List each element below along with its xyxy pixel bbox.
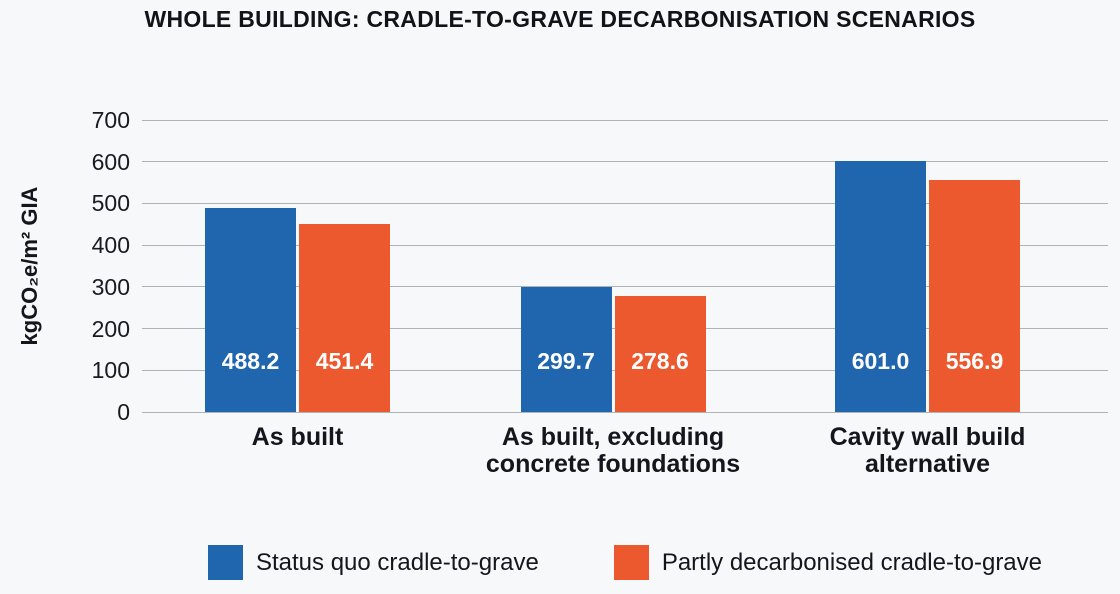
bar-value-label: 278.6 bbox=[631, 348, 689, 374]
category-label: As built, excluding concrete foundations bbox=[485, 423, 741, 478]
bar-value-label: 488.2 bbox=[221, 348, 280, 374]
legend-swatch bbox=[613, 545, 649, 580]
bar-series2-group1: 451.4 bbox=[299, 223, 390, 412]
legend-item: Status quo cradle-to-grave bbox=[207, 545, 539, 580]
legend-label: Status quo cradle-to-grave bbox=[255, 548, 539, 576]
bar-value-label: 299.7 bbox=[537, 348, 595, 374]
gridline bbox=[142, 286, 1108, 288]
y-tick-label: 100 bbox=[91, 357, 130, 384]
category-label: As built bbox=[251, 423, 344, 451]
y-tick-label: 0 bbox=[117, 399, 130, 425]
y-tick-label: 500 bbox=[91, 190, 130, 217]
bar-series2-group3: 556.9 bbox=[929, 179, 1020, 412]
chart-title: WHOLE BUILDING: CRADLE-TO-GRAVE DECARBON… bbox=[144, 6, 976, 32]
gridline bbox=[142, 411, 1108, 413]
plot-area: 0 100 200 300 400 500 600 700 488.2 451.4 As built… bbox=[92, 107, 1108, 478]
bar-series1-group3: 601.0 bbox=[835, 161, 926, 412]
bar-series1-group1: 488.2 bbox=[205, 208, 296, 412]
bar-series1-group2: 299.7 bbox=[520, 286, 612, 412]
y-tick-label: 200 bbox=[91, 315, 130, 342]
legend: Status quo cradle-to-grave Partly decarbo… bbox=[142, 545, 1108, 580]
gridline bbox=[142, 119, 1108, 121]
y-tick-label: 400 bbox=[91, 232, 130, 259]
category-label: Cavity wall build alternative bbox=[829, 423, 1026, 478]
y-tick-label: 300 bbox=[91, 273, 130, 300]
bar-value-label: 601.0 bbox=[851, 348, 910, 374]
legend-label: Partly decarbonised cradle-to-grave bbox=[661, 548, 1043, 576]
gridline bbox=[142, 202, 1108, 204]
bar-series2-group2: 278.6 bbox=[614, 295, 706, 412]
y-tick-label: 700 bbox=[91, 107, 130, 133]
bar-value-label: 556.9 bbox=[945, 348, 1004, 374]
y-tick-label: 600 bbox=[91, 148, 130, 175]
legend-item: Partly decarbonised cradle-to-grave bbox=[613, 545, 1043, 580]
gridline bbox=[142, 244, 1108, 246]
gridline bbox=[142, 161, 1108, 163]
legend-swatch bbox=[207, 545, 243, 580]
bar-value-label: 451.4 bbox=[315, 348, 374, 374]
